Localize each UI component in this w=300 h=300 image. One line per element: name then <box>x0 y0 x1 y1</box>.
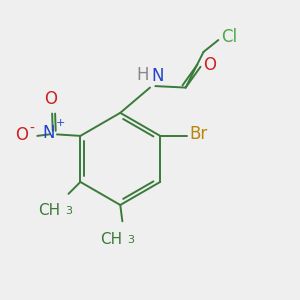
Text: CH: CH <box>100 232 123 247</box>
Text: -: - <box>29 122 34 136</box>
Text: N: N <box>42 124 55 142</box>
Text: CH: CH <box>38 203 61 218</box>
Text: O: O <box>15 126 28 144</box>
Text: 3: 3 <box>65 206 72 216</box>
Text: O: O <box>44 90 57 108</box>
Text: Cl: Cl <box>221 28 237 46</box>
Text: N: N <box>151 67 164 85</box>
Text: +: + <box>56 118 65 128</box>
Text: H: H <box>136 66 148 84</box>
Text: Br: Br <box>189 125 207 143</box>
Text: 3: 3 <box>128 235 134 245</box>
Text: O: O <box>203 56 217 74</box>
